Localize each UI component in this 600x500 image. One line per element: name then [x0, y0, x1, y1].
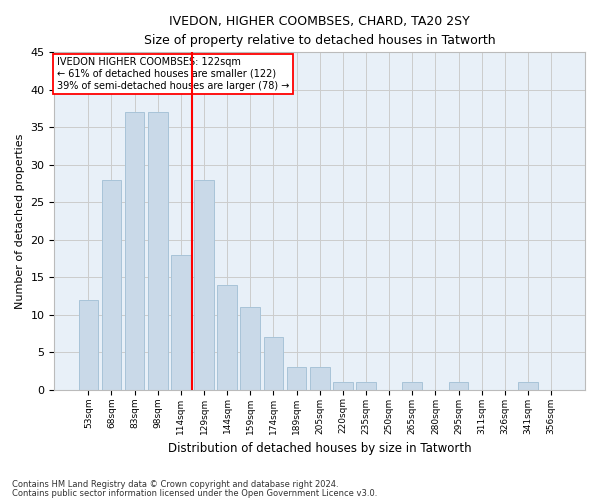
Bar — [263, 337, 283, 390]
Y-axis label: Number of detached properties: Number of detached properties — [15, 134, 25, 308]
Title: IVEDON, HIGHER COOMBSES, CHARD, TA20 2SY
Size of property relative to detached h: IVEDON, HIGHER COOMBSES, CHARD, TA20 2SY… — [144, 15, 496, 47]
Bar — [194, 180, 214, 390]
Bar — [148, 112, 167, 390]
Bar — [449, 382, 469, 390]
Bar — [333, 382, 353, 390]
Bar — [171, 254, 191, 390]
Bar — [356, 382, 376, 390]
Bar — [403, 382, 422, 390]
Bar — [79, 300, 98, 390]
Bar — [101, 180, 121, 390]
Bar — [287, 367, 307, 390]
X-axis label: Distribution of detached houses by size in Tatworth: Distribution of detached houses by size … — [168, 442, 472, 455]
Bar — [217, 284, 237, 390]
Text: Contains HM Land Registry data © Crown copyright and database right 2024.: Contains HM Land Registry data © Crown c… — [12, 480, 338, 489]
Text: IVEDON HIGHER COOMBSES: 122sqm
← 61% of detached houses are smaller (122)
39% of: IVEDON HIGHER COOMBSES: 122sqm ← 61% of … — [57, 58, 289, 90]
Bar — [125, 112, 145, 390]
Bar — [518, 382, 538, 390]
Bar — [241, 307, 260, 390]
Text: Contains public sector information licensed under the Open Government Licence v3: Contains public sector information licen… — [12, 488, 377, 498]
Bar — [310, 367, 329, 390]
